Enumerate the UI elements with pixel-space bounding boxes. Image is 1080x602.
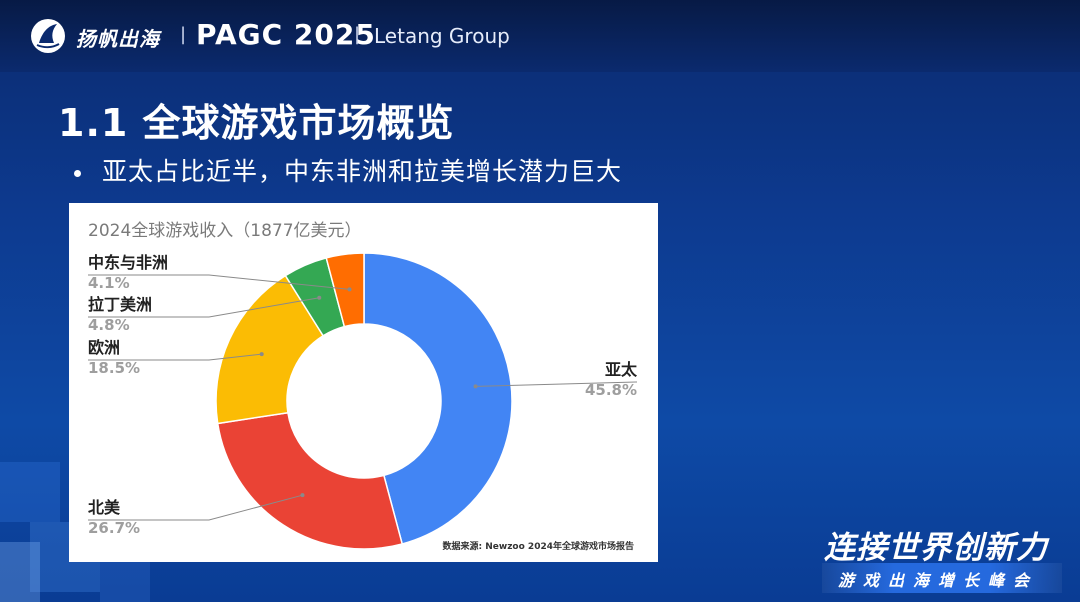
bullet-text: 亚太占比近半，中东非洲和拉美增长潜力巨大 — [102, 157, 623, 186]
leader-line — [88, 274, 350, 290]
leader-dot — [259, 352, 264, 357]
leader-dot — [300, 493, 305, 498]
donut-slice — [363, 252, 513, 545]
slice-value-label: 45.8% — [585, 381, 637, 399]
chart-panel: 2024全球游戏收入（1877亿美元） 亚太 45.8% 北美 26.7% 欧洲 18.5… — [69, 203, 658, 562]
slice-value-label: 18.5% — [88, 359, 140, 377]
slice-value-label: 26.7% — [88, 519, 140, 537]
leader-line — [475, 381, 638, 387]
header-separator: | — [180, 24, 187, 45]
donut-slice — [325, 252, 365, 328]
slice-value-label: 4.1% — [88, 274, 130, 292]
donut-slice — [216, 411, 404, 550]
sail-logo-icon — [31, 19, 65, 53]
brand-name-cn: 扬帆出海 — [76, 27, 160, 51]
brand-pagc: PAGC 2025 — [196, 18, 376, 51]
donut-chart: 2024全球游戏收入（1877亿美元） 亚太 45.8% 北美 26.7% 欧洲 18.5… — [88, 221, 638, 552]
slice-value-label: 4.8% — [88, 316, 130, 334]
slice-label: 中东与非洲 — [88, 253, 168, 272]
bullet-dot — [74, 170, 81, 177]
slice-label: 亚太 — [605, 360, 638, 379]
slogan-subtitle: 游戏出海增长峰会 — [838, 571, 1039, 590]
chart-source-note: 数据来源: Newzoo 2024年全球游戏市场报告 — [443, 540, 634, 552]
brand-letang: Letang Group — [374, 24, 510, 48]
page-title: 1.1 全球游戏市场概览 — [58, 101, 455, 145]
header-separator: | — [354, 24, 361, 45]
slogan-bar — [822, 563, 1062, 593]
slice-label: 北美 — [88, 498, 121, 517]
decorative-cubes — [0, 462, 150, 602]
header-bar: 扬帆出海 | PAGC 2025 | Letang Group — [0, 0, 1080, 72]
slogan: 连接世界创新力 — [824, 530, 1048, 566]
slice-label: 拉丁美洲 — [88, 295, 152, 314]
leader-line — [88, 297, 320, 318]
chart-title: 2024全球游戏收入（1877亿美元） — [88, 221, 362, 241]
leader-dot — [317, 295, 322, 300]
slice-label: 欧洲 — [88, 338, 120, 357]
leader-line — [88, 353, 262, 361]
leader-line — [88, 494, 303, 521]
